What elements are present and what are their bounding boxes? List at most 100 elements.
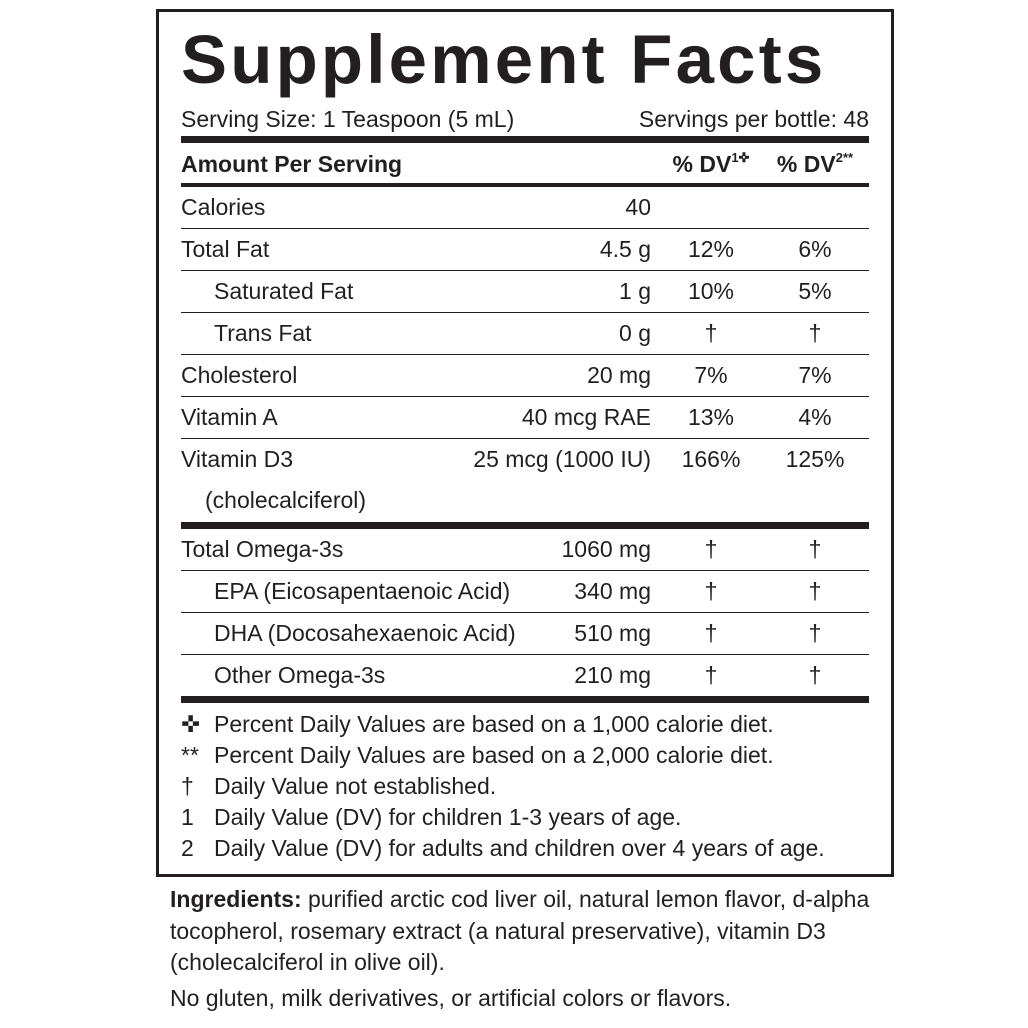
nutrient-cell: Calories [181, 187, 625, 228]
nutrient-dv1: 12% [687, 236, 735, 262]
nutrient-name: Other Omega-3s [214, 662, 386, 688]
nutrient-cell: Total Omega-3s [181, 529, 561, 570]
nutrient-name: Calories [181, 194, 266, 220]
nutrient-dv1: † [704, 320, 718, 346]
table-row: Total Fat 4.5 g 12% 6% [181, 229, 869, 271]
nutrient-dv1: † [704, 620, 718, 646]
ingredients: Ingredients: purified arctic cod liver o… [170, 884, 870, 979]
nutrient-name: Trans Fat [214, 320, 312, 346]
nutrient-cell: Trans Fat [181, 313, 619, 354]
dv1-sup: 1✜ [731, 150, 750, 165]
nutrient-cell: Cholesterol [181, 355, 587, 396]
table-row: Total Omega-3s 1060 mg † † [181, 529, 869, 571]
footnote: ** Percent Daily Values are based on a 2,… [181, 740, 869, 771]
nutrient-amount: 510 mg [574, 620, 651, 646]
serving-info: Serving Size: 1 Teaspoon (5 mL) Servings… [181, 102, 869, 136]
nutrient-amount: 1 g [619, 278, 651, 304]
dv1-header: % DV1✜ [661, 143, 761, 185]
nutrient-amount: 1060 mg [561, 536, 651, 562]
ingredients-label: Ingredients: [170, 886, 302, 912]
nutrient-dv2: 7% [798, 362, 832, 388]
table-row: Saturated Fat 1 g 10% 5% [181, 271, 869, 313]
nutrient-name: Cholesterol [181, 362, 298, 388]
nutrient-dv1: 166% [681, 446, 741, 472]
nutrient-dv1: 10% [687, 278, 735, 304]
footnote-text: Daily Value (DV) for children 1-3 years … [214, 804, 682, 830]
nutrient-name: Vitamin A [181, 404, 278, 430]
nutrient-dv2: † [808, 320, 822, 346]
nutrient-dv2: † [808, 662, 822, 688]
nutrient-dv2: † [808, 578, 822, 604]
nutrient-dv2: 5% [798, 278, 832, 304]
table-row: Cholesterol 20 mg 7% 7% [181, 355, 869, 397]
serving-size: Serving Size: 1 Teaspoon (5 mL) [181, 106, 515, 132]
nutrient-dv2: † [808, 536, 822, 562]
nutrient-amount: 340 mg [574, 578, 651, 604]
nutrient-subname: (cholecalciferol) [205, 487, 367, 513]
nutrient-dv1: † [704, 578, 718, 604]
thick-divider [181, 136, 869, 143]
allergen-statement: No gluten, milk derivatives, or artifici… [170, 984, 732, 1011]
nutrient-amount: 25 mcg (1000 IU) [473, 446, 651, 472]
footnote-text: Daily Value (DV) for adults and children… [214, 835, 825, 861]
thick-divider [181, 522, 869, 529]
supplement-facts-panel: Supplement Facts Serving Size: 1 Teaspoo… [156, 9, 894, 877]
nutrient-name: Vitamin D3 [181, 446, 294, 472]
nutrient-dv2: 4% [798, 404, 832, 430]
dv2-sup: 2** [835, 150, 854, 165]
footnote: † Daily Value not established. [181, 771, 869, 802]
nutrient-dv1: 7% [694, 362, 728, 388]
table-row: Trans Fat 0 g † † [181, 313, 869, 355]
nutrient-cell: Vitamin A [181, 397, 522, 438]
panel-title: Supplement Facts [181, 21, 827, 98]
dv2-header: % DV2** [761, 143, 869, 185]
nutrient-amount: 40 [625, 194, 651, 220]
table-row: Vitamin D3 (cholecalciferol) 25 mcg (1000… [181, 439, 869, 522]
table-row: EPA (Eicosapentaenoic Acid) 340 mg † † [181, 571, 869, 613]
nutrient-cell: Saturated Fat [181, 271, 619, 312]
ingredients-section: Ingredients: purified arctic cod liver o… [170, 884, 870, 1014]
table-row: Vitamin A 40 mcg RAE 13% 4% [181, 397, 869, 439]
footnote-symbol: 2 [181, 835, 194, 861]
nutrient-amount: 210 mg [574, 662, 651, 688]
nutrient-dv2: 6% [798, 236, 832, 262]
footnote-text: Daily Value not established. [214, 773, 497, 799]
nutrient-dv1: † [704, 662, 718, 688]
nutrient-dv1: 13% [687, 404, 735, 430]
nutrient-cell: Vitamin D3 (cholecalciferol) [181, 439, 473, 521]
amount-per-serving-header: Amount Per Serving [181, 151, 403, 177]
nutrient-dv2: † [808, 620, 822, 646]
thick-divider [181, 696, 869, 703]
nutrient-amount: 0 g [619, 320, 651, 346]
footnote: 2 Daily Value (DV) for adults and childre… [181, 833, 869, 864]
footnote-text: Percent Daily Values are based on a 2,00… [214, 742, 774, 768]
footnote-symbol: ** [181, 742, 199, 768]
nutrient-cell: DHA (Docosahexaenoic Acid) [181, 613, 574, 654]
nutrient-cell: Total Fat [181, 229, 600, 270]
footnote-symbol: 1 [181, 804, 194, 830]
footnote: ✜ Percent Daily Values are based on a 1,0… [181, 709, 869, 740]
table-row: DHA (Docosahexaenoic Acid) 510 mg † † [181, 613, 869, 655]
divider [181, 183, 869, 187]
nutrient-cell: Other Omega-3s [181, 655, 574, 696]
footnote-symbol: † [181, 773, 194, 799]
dv1-label: % DV [672, 151, 732, 177]
nutrient-name: Total Fat [181, 236, 270, 262]
nutrient-name: Saturated Fat [214, 278, 354, 304]
table-header: Amount Per Serving % DV1✜ % DV2** [181, 143, 869, 183]
nutrient-amount: 40 mcg RAE [521, 404, 651, 430]
ingredients-text: purified arctic cod liver oil, natural l… [170, 886, 870, 975]
servings-per-bottle: Servings per bottle: 48 [638, 106, 869, 132]
footnote-symbol: ✜ [181, 711, 201, 737]
footnotes: ✜ Percent Daily Values are based on a 1,0… [181, 709, 869, 864]
footnote-text: Percent Daily Values are based on a 1,00… [214, 711, 774, 737]
table-row: Calories 40 [181, 187, 869, 229]
nutrient-name: EPA (Eicosapentaenoic Acid) [214, 578, 511, 604]
table-row: Other Omega-3s 210 mg † † [181, 655, 869, 696]
nutrient-amount: 20 mg [587, 362, 651, 388]
nutrient-amount: 4.5 g [599, 236, 651, 262]
nutrient-cell: EPA (Eicosapentaenoic Acid) [181, 571, 574, 612]
nutrient-dv2: 125% [785, 446, 845, 472]
footnote: 1 Daily Value (DV) for children 1-3 years… [181, 802, 869, 833]
nutrient-name: DHA (Docosahexaenoic Acid) [214, 620, 516, 646]
